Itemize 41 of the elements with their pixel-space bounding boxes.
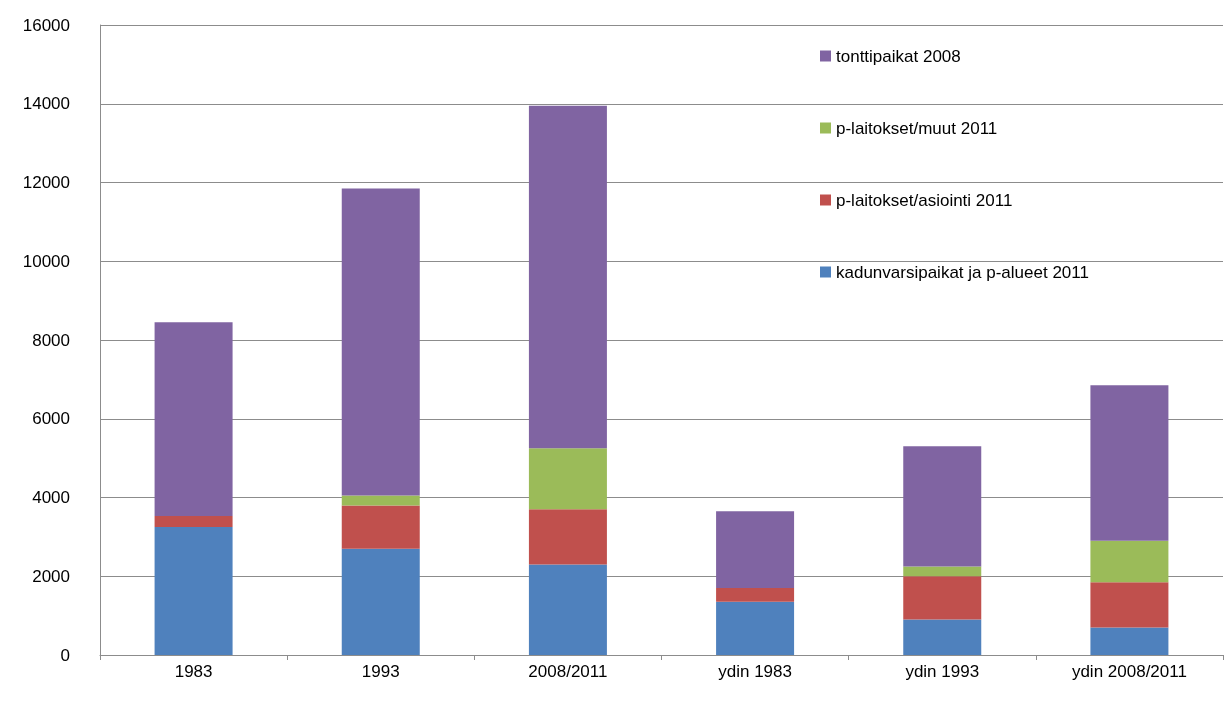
legend-label: tonttipaikat 2008 <box>836 46 961 66</box>
x-tick-label: 2008/2011 <box>528 662 608 681</box>
y-tick-label: 2000 <box>32 566 70 586</box>
bar <box>341 495 420 506</box>
x-tick-label: 1983 <box>174 662 213 681</box>
y-tick-label: 8000 <box>32 330 70 350</box>
y-tick-label: 10000 <box>22 251 70 271</box>
bar <box>903 446 982 567</box>
legend-label: p-laitokset/asiointi 2011 <box>836 190 1013 210</box>
legend-label: p-laitokset/muut 2011 <box>836 118 998 138</box>
bar <box>1090 627 1169 655</box>
bar <box>528 564 607 655</box>
bar <box>341 505 420 549</box>
bar <box>1090 540 1169 583</box>
y-tick-label: 4000 <box>32 488 70 507</box>
y-tick-label: 14000 <box>22 94 70 114</box>
bar <box>154 516 233 528</box>
y-tick-label: 0 <box>60 645 70 665</box>
bar <box>716 601 795 655</box>
bar <box>154 527 233 655</box>
x-tick-label: 1993 <box>361 662 400 681</box>
bar <box>528 105 607 449</box>
x-tick-label: ydin 1993 <box>905 662 980 681</box>
bar <box>528 509 607 565</box>
x-tick-label: ydin 2008/2011 <box>1071 662 1187 681</box>
bar <box>716 511 795 589</box>
bar <box>1090 385 1169 541</box>
y-tick-label: 12000 <box>22 173 70 192</box>
legend-label: kadunvarsipaikat ja p-alueet 2011 <box>836 262 1089 282</box>
y-tick-label: 6000 <box>32 409 70 429</box>
x-tick-label: ydin 1983 <box>718 662 792 681</box>
bar <box>341 548 420 655</box>
bar <box>341 188 420 496</box>
bar <box>903 619 982 655</box>
bar <box>716 588 795 602</box>
bar <box>903 566 982 577</box>
bar <box>528 448 607 510</box>
bar <box>1090 582 1169 628</box>
bar <box>154 322 233 517</box>
bar <box>903 576 982 620</box>
y-tick-label: 16000 <box>22 15 70 35</box>
